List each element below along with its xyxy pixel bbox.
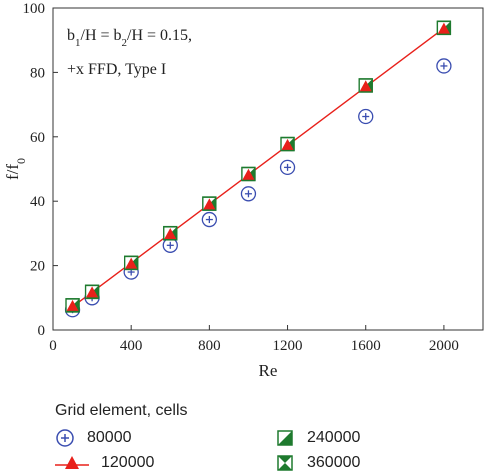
x-tick-label: 1200 [273, 338, 303, 354]
hourglass-square-marker-icon [277, 455, 293, 471]
y-axis-label: f/f0 [3, 158, 28, 180]
legend-label: 80000 [87, 429, 132, 446]
data-point-80000 [201, 211, 218, 228]
x-tick-label: 400 [120, 338, 143, 354]
x-tick-label: 1600 [351, 338, 381, 354]
legend-item-120000: 120000 [55, 453, 154, 473]
data-point-80000 [240, 186, 257, 202]
annotation-line-2: +x FFD, Type I [67, 61, 166, 78]
legend-item-360000: 360000 [275, 453, 360, 473]
legend-label: 360000 [307, 454, 361, 471]
y-tick-label: 100 [23, 1, 46, 17]
legend-item-80000: 80000 [55, 428, 132, 448]
circle-plus-marker-icon [56, 429, 74, 447]
chart-svg: 0 400 800 1200 1600 2000 0 20 40 60 80 100 b1/H = b… [3, 1, 484, 380]
legend-label: 120000 [101, 454, 155, 471]
data-point-120000 [66, 299, 79, 311]
data-point-120000 [125, 257, 138, 269]
data-point-120000 [359, 80, 372, 92]
data-point-80000 [436, 58, 452, 74]
y-tick-label: 60 [30, 130, 45, 146]
x-tick-label: 800 [198, 338, 221, 354]
y-tick-label: 0 [38, 323, 46, 339]
x-tick-label: 2000 [429, 338, 459, 354]
data-point-120000 [242, 168, 255, 180]
data-point-120000 [203, 198, 216, 210]
data-point-120000 [437, 22, 450, 34]
y-tick-label: 20 [30, 259, 45, 275]
plot-frame [52, 7, 484, 331]
legend-label: 240000 [307, 429, 361, 446]
x-tick-label: 0 [49, 338, 57, 354]
legend-title: Grid element, cells [55, 402, 188, 419]
data-point-120000 [281, 138, 294, 150]
annotation-line-1: b1/H = b2/H = 0.15, [67, 27, 192, 49]
data-point-120000 [86, 286, 99, 298]
data-point-80000 [279, 159, 296, 176]
x-axis-label: Re [259, 361, 278, 380]
half-square-marker-icon [277, 430, 293, 446]
data-point-80000 [358, 108, 374, 125]
triangle-line-marker-icon [55, 456, 89, 469]
data-point-120000 [164, 228, 177, 240]
y-tick-label: 40 [30, 194, 45, 210]
y-tick-label: 80 [30, 65, 45, 81]
legend-item-240000: 240000 [275, 428, 360, 448]
